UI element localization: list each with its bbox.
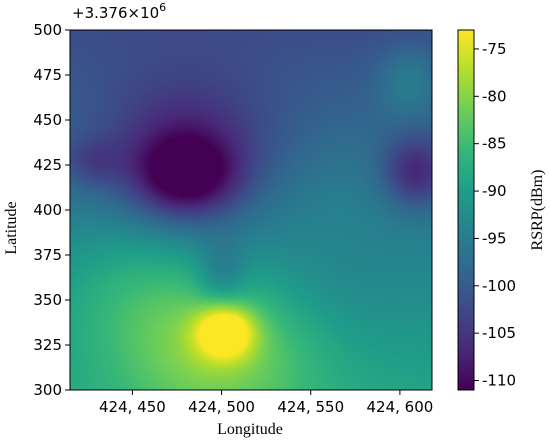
x-axis-label: Longitude <box>217 421 283 438</box>
y-tick-label: 300 <box>33 381 62 399</box>
x-tick-label: 424, 500 <box>188 398 255 416</box>
x-tick-label: 424, 550 <box>277 398 344 416</box>
y-tick-label: 450 <box>33 111 62 129</box>
x-axis-ticks: 424, 450 424, 500 424, 550 424, 600 <box>99 390 433 416</box>
plot-area <box>69 29 433 391</box>
colorbar-label: RSRP(dBm) <box>529 170 546 251</box>
colorbar-gradient <box>457 29 475 391</box>
y-tick-label: 350 <box>33 291 62 309</box>
colorbar-tick-label: -110 <box>482 372 516 390</box>
colorbar-tick-label: -105 <box>482 324 516 342</box>
colorbar-tick-label: -95 <box>482 229 507 247</box>
axis-offset-text: +3.376×106 <box>72 1 166 22</box>
y-axis-ticks: 300 325 350 375 400 425 450 475 500 <box>33 21 70 399</box>
y-tick-label: 400 <box>33 201 62 219</box>
y-tick-label: 425 <box>33 156 62 174</box>
colorbar-ticks: -75 -80 -85 -90 -95 -100 -105 -110 <box>474 40 516 390</box>
y-axis-label: Latitude <box>3 201 20 254</box>
y-tick-label: 475 <box>33 66 62 84</box>
heatmap-image <box>70 30 432 390</box>
colorbar-tick-label: -85 <box>482 135 507 153</box>
y-tick-label: 325 <box>33 336 62 354</box>
x-tick-label: 424, 450 <box>99 398 166 416</box>
colorbar <box>457 29 475 391</box>
colorbar-tick-label: -75 <box>482 40 507 58</box>
colorbar-tick-label: -80 <box>482 87 507 105</box>
y-tick-label: 375 <box>33 246 62 264</box>
x-tick-label: 424, 600 <box>367 398 434 416</box>
colorbar-tick-label: -90 <box>482 182 507 200</box>
colorbar-tick-label: -100 <box>482 277 516 295</box>
y-tick-label: 500 <box>33 21 62 39</box>
